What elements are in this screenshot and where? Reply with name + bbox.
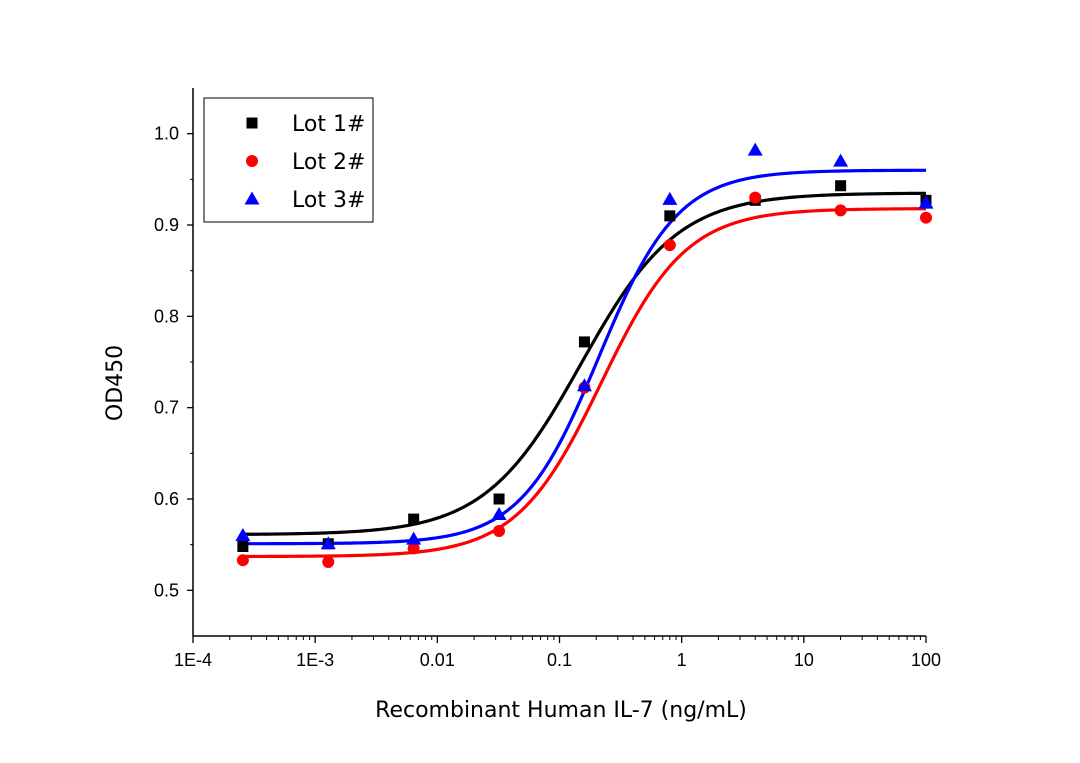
fit-curve [242, 207, 927, 559]
y-tick-label: 0.5 [154, 580, 179, 600]
data-point [835, 180, 847, 192]
legend-marker [244, 191, 260, 205]
data-point [663, 239, 676, 252]
y-tick-label: 0.6 [154, 489, 179, 509]
x-axis-title: Recombinant Human IL-7 (ng/mL) [375, 698, 747, 723]
axes: 0.5 0.6 0.7 0.8 0.9 1.0 1E-4 1E-3 0.01 0.1 1 10 100 [154, 88, 941, 670]
data-point [493, 524, 506, 537]
x-tick-label: 0.01 [420, 650, 455, 670]
data-point [322, 556, 335, 569]
fit-curve [242, 191, 927, 536]
legend-label: Lot 3# [292, 188, 365, 213]
x-tick-label: 1 [677, 650, 687, 670]
x-tick-label: 0.1 [547, 650, 572, 670]
data-point [407, 542, 420, 555]
data-point [749, 191, 762, 204]
data-point [491, 507, 507, 521]
data-point [237, 540, 249, 552]
data-point [235, 528, 251, 542]
data-point [236, 554, 249, 567]
data-point [408, 513, 420, 525]
data-point [834, 204, 847, 217]
data-point [493, 493, 505, 505]
y-tick-label: 0.9 [154, 215, 179, 235]
data-point [578, 336, 590, 348]
legend-marker [246, 117, 258, 129]
data-point [320, 536, 336, 550]
legend-box [203, 97, 374, 223]
fit-curves [242, 168, 927, 559]
data-point [664, 210, 676, 222]
legend-label: Lot 1# [292, 112, 365, 137]
data-point [920, 211, 932, 224]
legend-marker [246, 155, 258, 167]
data-point [747, 142, 763, 156]
y-tick-label: 1.0 [154, 124, 179, 144]
data-point [833, 153, 849, 167]
x-tick-label: 1E-4 [174, 650, 212, 670]
data-point [662, 191, 678, 205]
y-tick-label: 0.8 [154, 306, 179, 326]
y-axis-title: OD450 [103, 345, 128, 421]
x-tick-label: 100 [911, 650, 941, 670]
x-tick-label: 10 [794, 650, 814, 670]
data-point [406, 531, 422, 545]
x-tick-label: 1E-3 [296, 650, 334, 670]
y-tick-label: 0.7 [154, 398, 179, 418]
data-point [576, 378, 592, 392]
data-points [235, 142, 934, 569]
legend-label: Lot 2# [292, 150, 365, 175]
data-point [918, 195, 934, 209]
legend: Lot 1# Lot 2# Lot 3# [203, 97, 374, 223]
